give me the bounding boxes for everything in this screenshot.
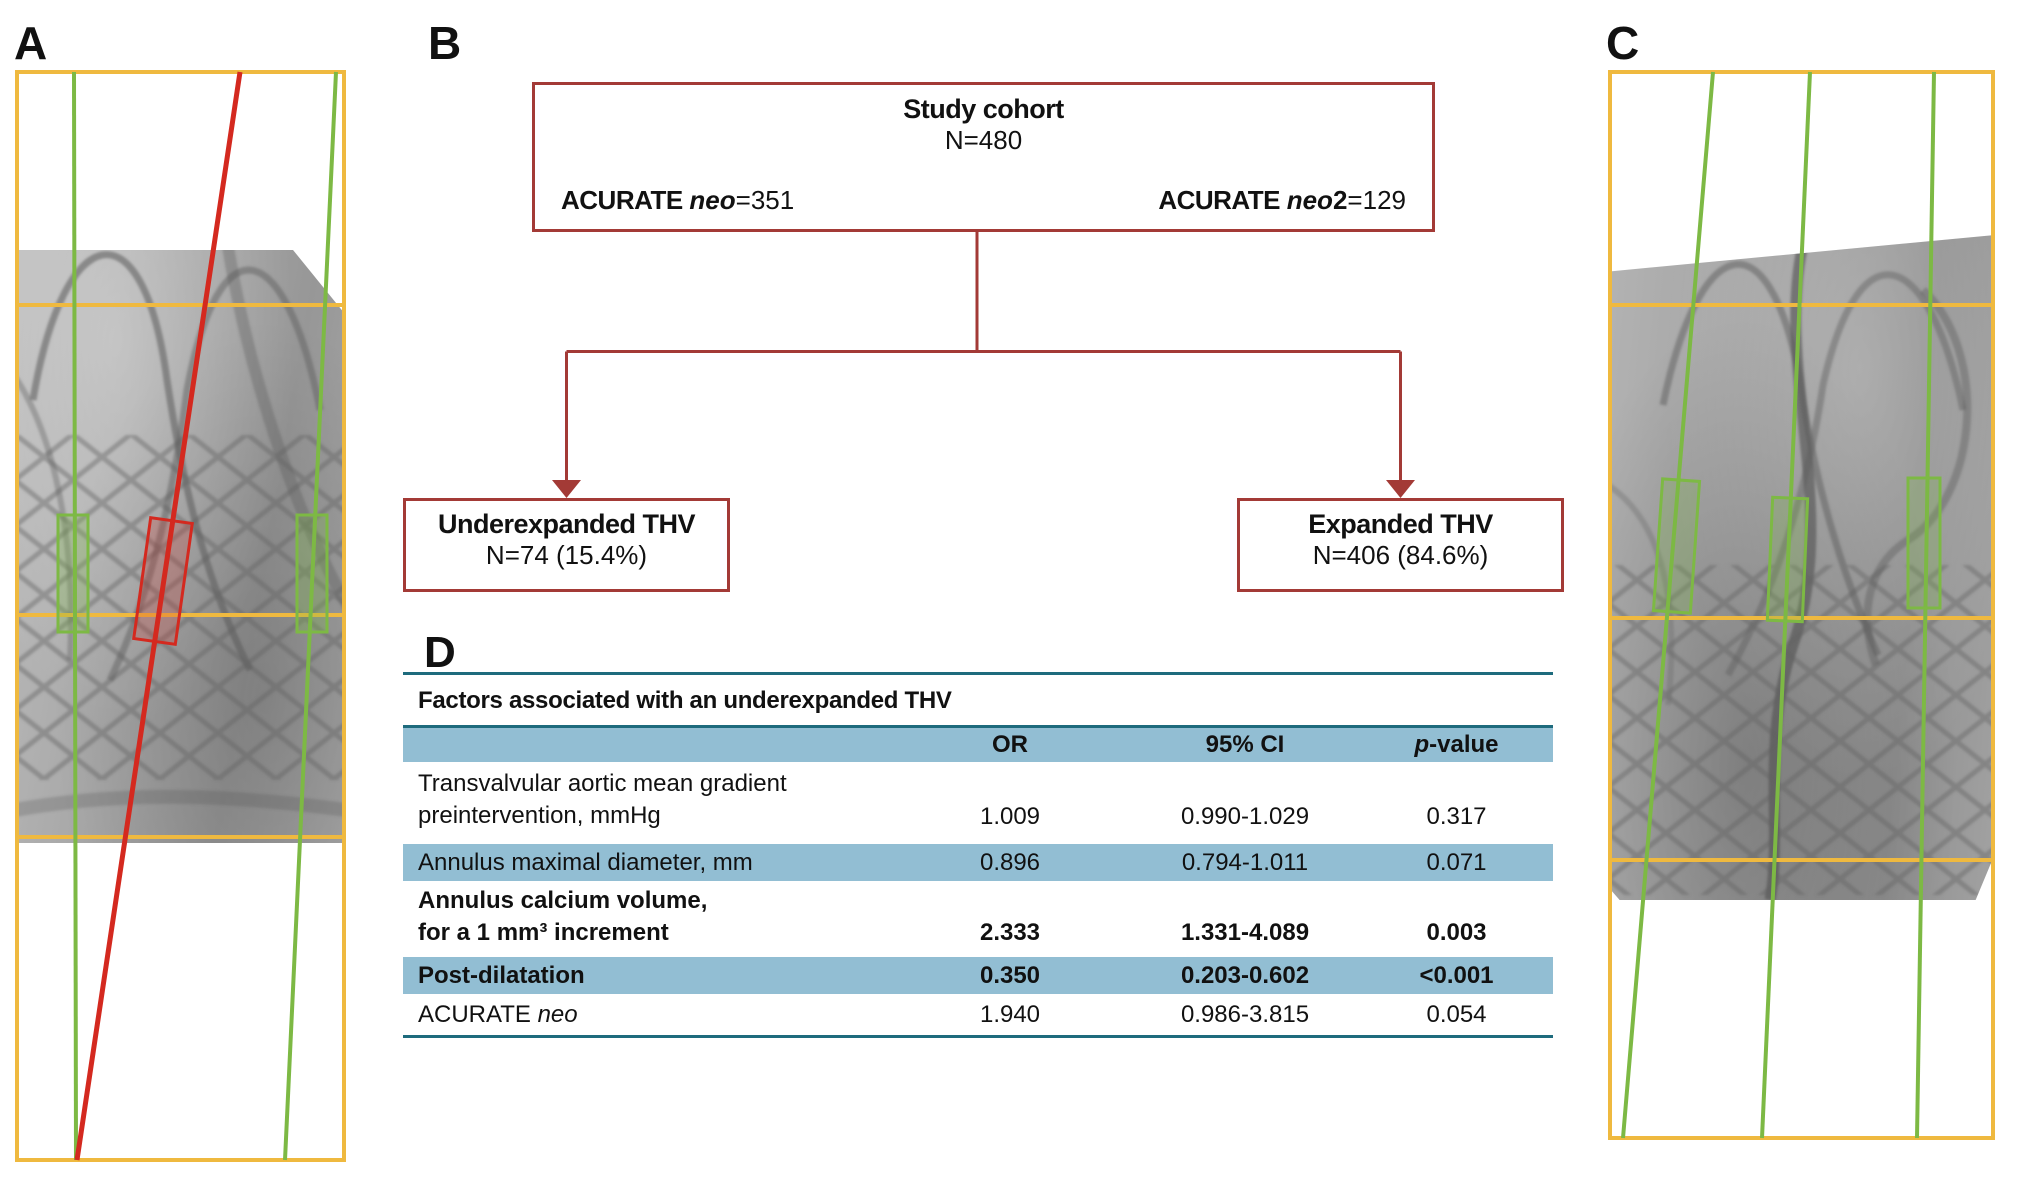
cell-ci: 1.331-4.089	[1180, 919, 1310, 946]
panel-a-measurement-box-center	[132, 515, 194, 647]
table-caption-rule	[403, 725, 1553, 728]
panel-a-commissure-line-right	[283, 71, 338, 1161]
row-label: Post-dilatation	[418, 961, 585, 989]
panel-a-malposition-line	[74, 71, 243, 1161]
expanded-title: Expanded THV	[1308, 509, 1493, 539]
panel-c-commissure-line-center	[1760, 71, 1812, 1139]
cell-p: 0.317	[1426, 803, 1487, 830]
table-row: Transvalvular aortic mean gradient prein…	[403, 762, 1553, 844]
underexpanded-thv-box: Underexpanded THV N=74 (15.4%)	[403, 498, 730, 592]
header-pvalue: p-value	[1360, 731, 1553, 759]
underexpanded-title: Underexpanded THV	[437, 509, 696, 539]
cell-ci: 0.794-1.011	[1181, 848, 1309, 876]
study-cohort-title: Study cohort	[903, 94, 1064, 124]
panel-a-measurement-box-left	[56, 513, 90, 634]
expanded-n: N=406 (84.6%)	[1312, 540, 1489, 570]
row-label-prefix: ACURATE	[418, 1000, 538, 1028]
table-top-rule	[403, 672, 1553, 675]
cell-ci: 0.990-1.029	[1180, 803, 1310, 830]
table-caption: Factors associated with an underexpanded…	[418, 687, 952, 714]
cell-or: 0.350	[979, 961, 1041, 989]
header-p-italic: p	[1414, 731, 1430, 758]
panel-d-label: D	[424, 628, 456, 677]
arm-brand: ACURATE	[1158, 185, 1287, 215]
header-p-rest: -value	[1429, 731, 1499, 758]
row-label-line2: preintervention, mmHg	[418, 802, 661, 829]
arrowhead-left-icon	[552, 480, 581, 498]
panel-c-label: C	[1606, 17, 1639, 69]
panel-c-commissure-line-right	[1915, 71, 1936, 1139]
table-row: ACURATE neo 1.940 0.986-3.815 0.054	[403, 994, 1553, 1035]
header-or: OR	[992, 731, 1028, 758]
panel-c-measurement-box-center	[1765, 495, 1810, 624]
panel-c-measurement-box-right	[1906, 476, 1942, 610]
cell-ci: 0.203-0.602	[1180, 961, 1310, 989]
cell-or: 0.896	[979, 848, 1041, 876]
table-bottom-rule	[403, 1035, 1553, 1038]
study-cohort-n: N=480	[944, 125, 1023, 155]
flowchart-connectors	[552, 232, 1415, 498]
table-row: Annulus calcium volume, for a 1 mm³ incr…	[403, 881, 1553, 957]
panel-c-commissure-line-left	[1621, 71, 1715, 1139]
arm-count: =351	[735, 185, 795, 215]
panel-a-measurement-box-right	[295, 513, 329, 634]
arm-acurate-neo2: ACURATE neo2=129	[1158, 185, 1406, 216]
factors-table: Factors associated with an underexpanded…	[403, 672, 1553, 1038]
arm-brand: ACURATE	[561, 185, 690, 215]
table-header-row: OR 95% CI p-value	[403, 728, 1553, 762]
underexpanded-n: N=74 (15.4%)	[485, 540, 648, 570]
cell-p: 0.003	[1426, 919, 1487, 946]
row-label: Annulus calcium volume, for a 1 mm³ incr…	[403, 881, 890, 949]
cell-p: <0.001	[1419, 961, 1494, 989]
row-label: Annulus maximal diameter, mm	[418, 848, 753, 876]
panel-a-commissure-line-left	[72, 71, 78, 1161]
row-label: Transvalvular aortic mean gradient prein…	[403, 762, 890, 832]
arm-model-suffix: 2	[1332, 185, 1348, 215]
panel-c-annotation-overlay	[1608, 70, 1995, 1140]
row-label-line1: Annulus calcium volume,	[418, 887, 708, 914]
panel-a-annotation-overlay	[15, 70, 346, 1162]
panel-c-measurement-box-left	[1651, 477, 1702, 615]
arm-model: neo	[689, 185, 736, 215]
panel-a-label: A	[14, 17, 47, 69]
arrowhead-right-icon	[1386, 480, 1415, 498]
table-row: Annulus maximal diameter, mm 0.896 0.794…	[403, 844, 1553, 881]
row-label-line2: for a 1 mm³ increment	[418, 919, 669, 946]
cell-or: 2.333	[979, 919, 1041, 946]
panel-b-label: B	[428, 17, 461, 69]
cell-p: 0.071	[1426, 848, 1487, 876]
arm-acurate-neo: ACURATE neo=351	[561, 185, 794, 216]
device-arms: ACURATE neo=351 ACURATE neo2=129	[535, 185, 1432, 229]
cell-ci: 0.986-3.815	[1180, 1000, 1310, 1028]
expanded-thv-box: Expanded THV N=406 (84.6%)	[1237, 498, 1564, 592]
row-label: ACURATE neo	[403, 999, 890, 1031]
flowchart-root-box: Study cohort N=480 ACURATE neo=351 ACURA…	[532, 82, 1435, 232]
cell-p: 0.054	[1426, 1000, 1487, 1028]
cell-or: 1.940	[979, 1000, 1041, 1028]
table-row: Post-dilatation 0.350 0.203-0.602 <0.001	[403, 957, 1553, 994]
panel-c-roi-box	[1608, 70, 1995, 1140]
header-ci: 95% CI	[1205, 731, 1285, 758]
arm-count: =129	[1347, 185, 1406, 215]
arm-model: neo	[1286, 185, 1333, 215]
row-label-line1: Transvalvular aortic mean gradient	[418, 770, 787, 797]
row-label-italic: neo	[537, 1000, 578, 1028]
cell-or: 1.009	[979, 803, 1041, 830]
